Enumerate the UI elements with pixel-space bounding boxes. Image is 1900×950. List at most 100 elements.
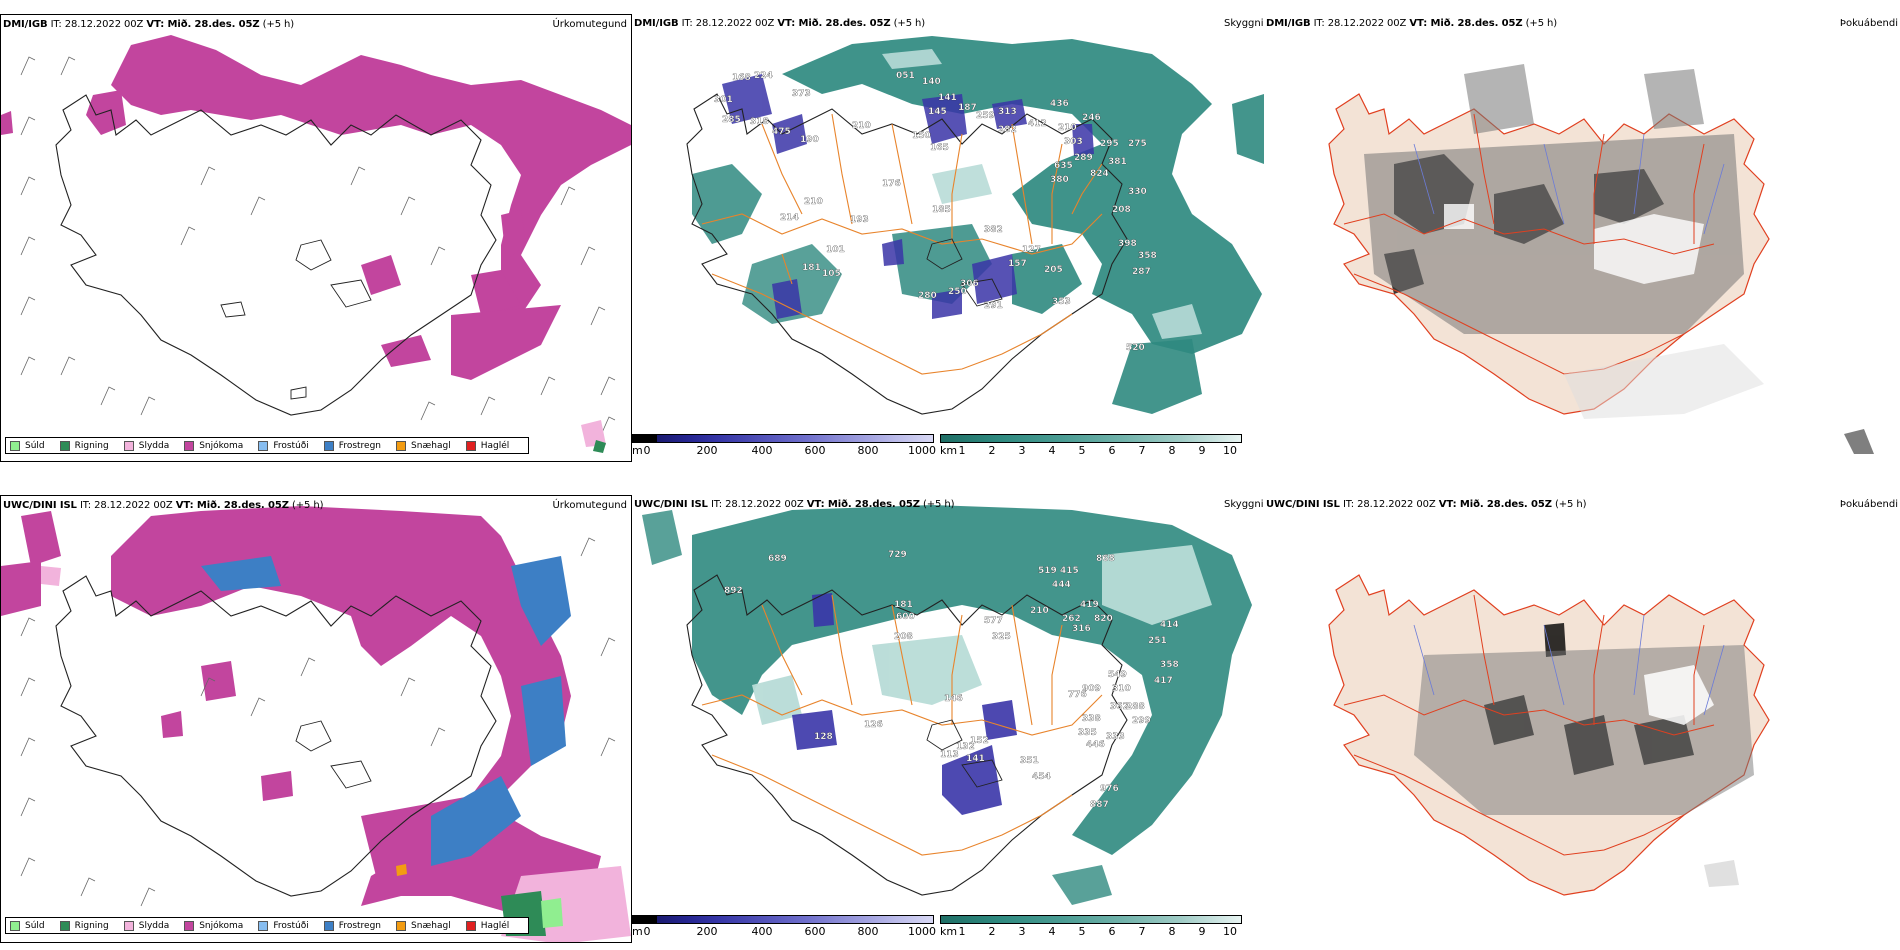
cloud-base-label: 140 xyxy=(922,77,941,87)
cloud-base-label: 208 xyxy=(894,632,913,642)
cloud-base-label: 128 xyxy=(814,732,833,742)
panel-title: DMI/IGB IT: 28.12.2022 00Z VT: Mið. 28.d… xyxy=(3,19,295,30)
cloud-visibility-map-uwc: 689 729 892 868 519 415 444 419 210 262 316 820 181 6… xyxy=(632,495,1264,943)
cloud-base-label: 373 xyxy=(792,89,811,99)
cloud-base-label: 333 xyxy=(1106,732,1125,742)
visibility-colorbar: km 1 2 3 4 5 6 7 8 9 10 xyxy=(940,915,1242,941)
swatch-snow xyxy=(184,920,195,931)
cloud-base-label: 398 xyxy=(1118,239,1137,249)
cloud-base-label: 295 xyxy=(1100,139,1119,149)
vis-tick: 6 xyxy=(1108,925,1116,938)
snow-area xyxy=(1,506,601,916)
swatch-frostudi xyxy=(258,440,269,451)
cloud-base-label: 909 xyxy=(1082,684,1101,694)
legend-label: Slydda xyxy=(138,920,170,931)
cloud-base-label: 208 xyxy=(1112,205,1131,215)
cloud-base-label: 380 xyxy=(1050,175,1069,185)
frostregn-area xyxy=(201,556,571,866)
cloud-base-label: 210 xyxy=(1058,123,1077,133)
fog-mid xyxy=(1414,645,1754,815)
height-tick: 800 xyxy=(857,925,879,938)
glacier-outlines xyxy=(220,239,372,400)
cloud-base-label: 519 xyxy=(1038,566,1057,576)
iceland-outline xyxy=(686,574,1128,896)
visibility-light xyxy=(752,545,1212,725)
cloud-base-label: 101 xyxy=(826,245,845,255)
cloud-base-label: 224 xyxy=(754,71,773,81)
cloud-base-label: 313 xyxy=(998,107,1017,117)
cloud-base-label: 289 xyxy=(1074,153,1093,163)
vis-tick: 3 xyxy=(1018,925,1026,938)
height-tick: 800 xyxy=(857,444,879,457)
vis-tick: 7 xyxy=(1138,925,1146,938)
cloud-base-label: 306 xyxy=(960,279,979,289)
legend-label: Frostregn xyxy=(338,440,382,451)
height-unit: m xyxy=(632,925,643,938)
cloud-base-label: 181 xyxy=(894,600,913,610)
height-tick: 400 xyxy=(751,444,773,457)
fog-mid xyxy=(1364,64,1744,334)
cloud-base-label: 689 xyxy=(768,554,787,564)
cloud-base-label: 157 xyxy=(1008,259,1027,269)
roads xyxy=(701,113,1103,375)
cloud-base-label: 210 xyxy=(852,121,871,131)
visibility-light xyxy=(882,49,1202,339)
cloud-base-label: 600 xyxy=(896,612,915,622)
cloud-base-label: 113 xyxy=(940,750,959,760)
vis-tick: 6 xyxy=(1108,444,1116,457)
legend-label: Súld xyxy=(25,440,45,451)
cloud-base-label: 141 xyxy=(938,93,957,103)
cloud-base-label: 318 xyxy=(750,117,769,127)
cloud-base-label: 127 xyxy=(1022,245,1041,255)
legend-label: Frostregn xyxy=(338,920,382,931)
legend-label: Súld xyxy=(25,920,45,931)
cloud-base-label: 259 xyxy=(976,111,995,121)
precip-legend: Súld Rigning Slydda Snjókoma Frostúði Fr… xyxy=(5,917,530,934)
precip-map-canvas xyxy=(1,506,631,942)
fog-roads xyxy=(1343,113,1715,375)
panel-variable-label: Skyggni xyxy=(1224,499,1264,510)
cloud-base-label: 145 xyxy=(928,107,947,117)
panel-title: DMI/IGB IT: 28.12.2022 00Z VT: Mið. 28.d… xyxy=(1266,18,1558,29)
precip-legend: Súld Rigning Slydda Snjókoma Frostúði Fr… xyxy=(5,437,530,454)
cloud-base-label: 444 xyxy=(1052,580,1071,590)
vis-tick: 2 xyxy=(988,444,996,457)
legend-label: Rigning xyxy=(74,440,109,451)
height-tick: 200 xyxy=(696,444,718,457)
roads xyxy=(701,594,1103,856)
wind-barbs xyxy=(20,56,616,436)
cloud-base-label: 549 xyxy=(1108,670,1127,680)
cloud-base-label: 776 xyxy=(1068,690,1087,700)
panel-title: UWC/DINI ISL IT: 28.12.2022 00Z VT: Mið.… xyxy=(634,499,955,510)
swatch-frostregn xyxy=(323,920,334,931)
swatch-sulid xyxy=(10,440,20,451)
legend-label: Snæhagl xyxy=(411,440,451,451)
height-colorbar: m 0 200 400 600 800 1000 xyxy=(632,915,936,941)
height-tick: 200 xyxy=(696,925,718,938)
cloud-base-label: 419 xyxy=(1080,600,1099,610)
cloud-base-label: 288 xyxy=(1126,702,1145,712)
swatch-snaehagl xyxy=(396,920,407,931)
cloud-base-label: 250 xyxy=(948,287,967,297)
fog-light xyxy=(1444,204,1704,284)
fog-map-uwc: UWC/DINI ISL IT: 28.12.2022 00Z VT: Mið.… xyxy=(1264,495,1900,943)
cloud-base-label: 446 xyxy=(1086,740,1105,750)
vis-tick: 8 xyxy=(1168,444,1176,457)
cloud-base-label: 892 xyxy=(724,586,743,596)
height-tick: 0 xyxy=(643,925,651,938)
vis-tick: 5 xyxy=(1078,444,1086,457)
cloud-base-label: 181 xyxy=(802,263,821,273)
cloud-base-label: 310 xyxy=(1112,684,1131,694)
iceland-outline xyxy=(686,93,1128,415)
cloud-base-label: 358 xyxy=(1138,251,1157,261)
cloud-base-label: 351 xyxy=(1020,756,1039,766)
cloud-base-label: 251 xyxy=(1148,636,1167,646)
vis-tick: 10 xyxy=(1223,925,1237,938)
vis-tick: 2 xyxy=(988,925,996,938)
cloud-base-label: 577 xyxy=(984,616,1003,626)
cloud-base-label: 887 xyxy=(1090,800,1109,810)
legend-label: Haglél xyxy=(480,920,510,931)
cloud-base-label: 051 xyxy=(896,71,915,81)
visibility-colorbar: km 1 2 3 4 5 6 7 8 9 10 xyxy=(940,434,1242,460)
precip-type-map-dmi: DMI/IGB IT: 28.12.2022 00Z VT: Mið. 28.d… xyxy=(0,14,632,462)
